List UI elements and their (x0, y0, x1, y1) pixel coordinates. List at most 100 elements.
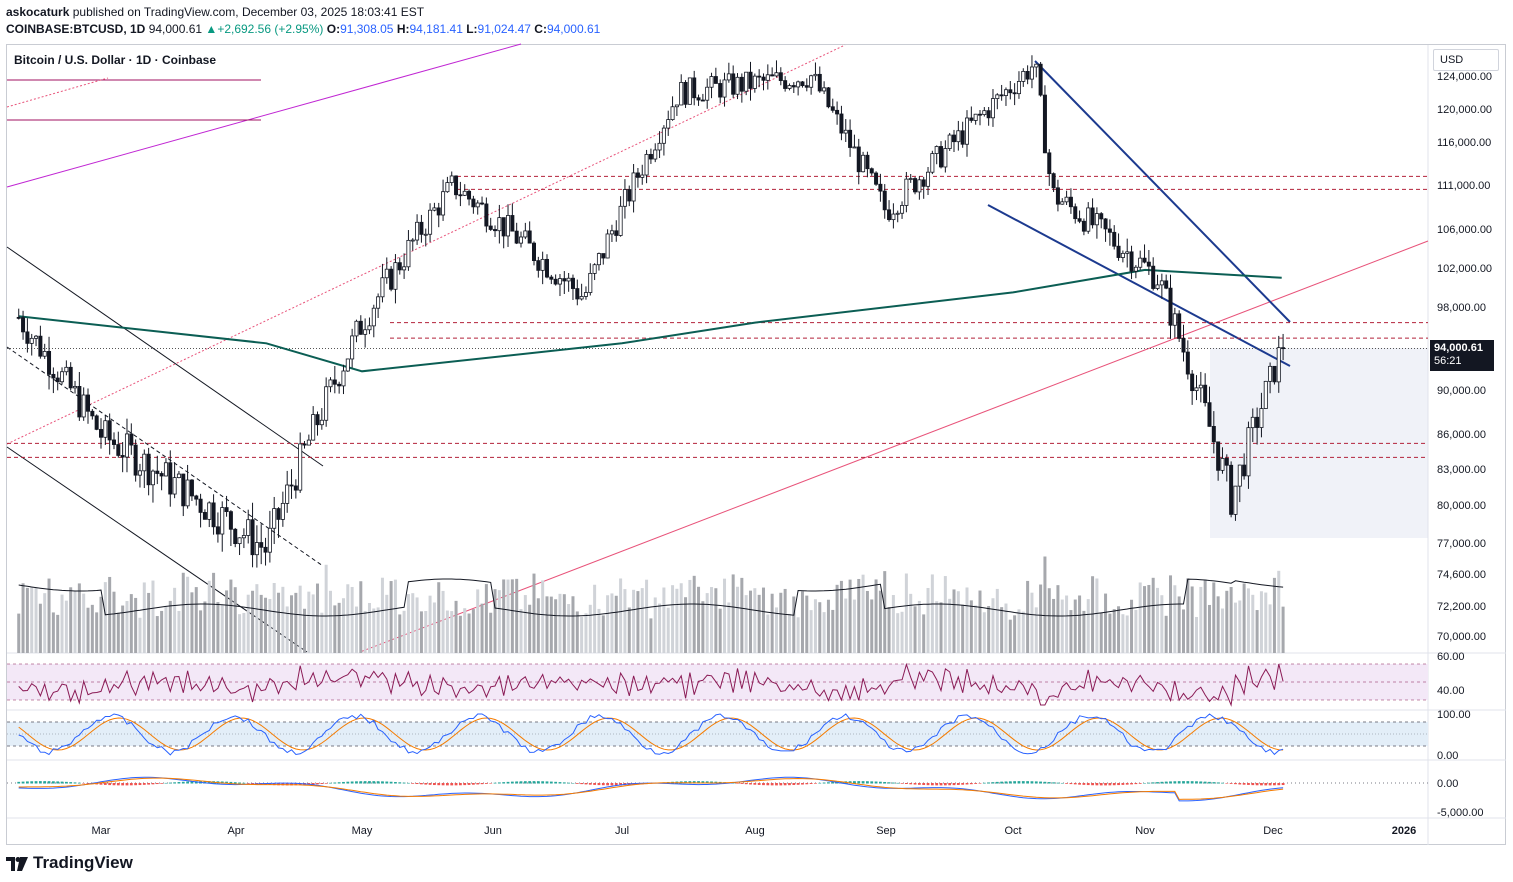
candle-body (570, 277, 575, 289)
volume-bar (30, 586, 34, 653)
macd-histogram-bar (43, 781, 47, 784)
macd-histogram-bar (285, 783, 289, 786)
candle-body (609, 230, 614, 235)
candle-body (1081, 220, 1086, 232)
macd-histogram-bar (207, 781, 211, 784)
candle-body (38, 335, 43, 357)
macd-histogram-bar (1047, 782, 1051, 784)
candle-body (501, 217, 506, 237)
macd-histogram-bar (108, 783, 112, 786)
volume-bar (216, 602, 220, 653)
volume-bar (606, 595, 610, 653)
price-axis-label: 72,200.00 (1437, 601, 1486, 613)
volume-bar (1229, 587, 1233, 653)
candle-body (527, 230, 532, 244)
candle-body (557, 278, 562, 285)
volume-bar (99, 596, 103, 653)
candle-body (731, 73, 736, 95)
macd-histogram-bar (394, 782, 397, 784)
macd-histogram-bar (766, 783, 770, 786)
pink-trendline (359, 240, 1429, 653)
macd-histogram-bar (112, 783, 116, 786)
candle-body (228, 511, 233, 530)
volume-bar (493, 589, 497, 653)
macd-histogram-bar (965, 783, 969, 785)
volume-bar (558, 593, 562, 653)
macd-histogram-bar (935, 783, 939, 786)
tradingview-logo-text: TradingView (33, 853, 133, 872)
macd-histogram-bar (575, 783, 579, 784)
volume-bar (471, 609, 475, 653)
candle-body (25, 331, 30, 344)
macd-histogram-bar (268, 783, 272, 785)
volume-bar (813, 599, 817, 653)
candle-body (1168, 287, 1173, 326)
macd-histogram-bar (982, 782, 986, 784)
volume-bar (982, 612, 986, 653)
candle-body (163, 462, 168, 477)
volume-bar (147, 592, 151, 653)
candle-body (189, 479, 194, 497)
volume-bar (186, 576, 190, 653)
volume-bar (943, 576, 947, 653)
macd-histogram-bar (1147, 782, 1151, 784)
time-axis-label: May (352, 825, 373, 837)
macd-histogram-bar (69, 782, 73, 784)
volume-bar (1056, 585, 1060, 653)
candle-body (917, 179, 922, 193)
rsi-axis-label: 60.00 (1437, 651, 1465, 663)
volume-bar (645, 579, 649, 653)
volume-bar (1194, 616, 1198, 653)
candle-body (224, 507, 229, 513)
candle-body (410, 239, 415, 242)
volume-bar (1182, 609, 1185, 653)
volume-bar (701, 601, 705, 653)
volume-bar (406, 594, 410, 653)
candle-body (254, 542, 259, 556)
volume-bar (69, 587, 73, 653)
macd-histogram-bar (1039, 781, 1043, 784)
candle-body (467, 190, 472, 200)
volume-bar (891, 595, 895, 653)
volume-bar (1186, 578, 1190, 653)
macd-histogram-bar (1216, 782, 1220, 784)
tradingview-logo[interactable]: TradingView (6, 853, 133, 873)
author-name[interactable]: askocaturk (6, 5, 70, 19)
candle-body (471, 198, 476, 208)
candle-body (627, 189, 632, 202)
candle-body (129, 433, 134, 446)
candle-body (1159, 280, 1164, 286)
candle-body (124, 433, 129, 458)
macd-histogram-bar (926, 783, 930, 786)
candle-body (107, 420, 112, 441)
macd-histogram-bar (1065, 783, 1068, 784)
candle-body (462, 190, 467, 196)
currency-selector[interactable]: USD (1433, 49, 1499, 71)
macd-histogram-bar (515, 781, 519, 784)
macd-histogram-bar (1138, 783, 1142, 784)
volume-bar (952, 589, 956, 653)
candle-body (1268, 365, 1273, 382)
volume-bar (1138, 582, 1142, 653)
macd-histogram-bar (857, 781, 861, 784)
macd-histogram-bar (952, 783, 956, 786)
candle-body (670, 106, 675, 120)
candle-body (947, 134, 952, 149)
volume-bar (671, 585, 675, 653)
volume-bar (584, 613, 588, 653)
macd-histogram-bar (1052, 782, 1055, 784)
candle-body (367, 325, 372, 331)
volume-bar (580, 617, 584, 653)
volume-bar (320, 612, 324, 653)
volume-bar (1043, 556, 1047, 653)
volume-bar (593, 584, 597, 653)
time-axis-label: Apr (227, 825, 244, 837)
macd-histogram-bar (1247, 783, 1250, 785)
volume-bar (515, 578, 519, 653)
volume-bar (588, 604, 592, 653)
macd-histogram-bar (731, 782, 735, 784)
candle-body (926, 171, 931, 187)
candle-body (748, 71, 753, 89)
candle-body (601, 253, 606, 259)
